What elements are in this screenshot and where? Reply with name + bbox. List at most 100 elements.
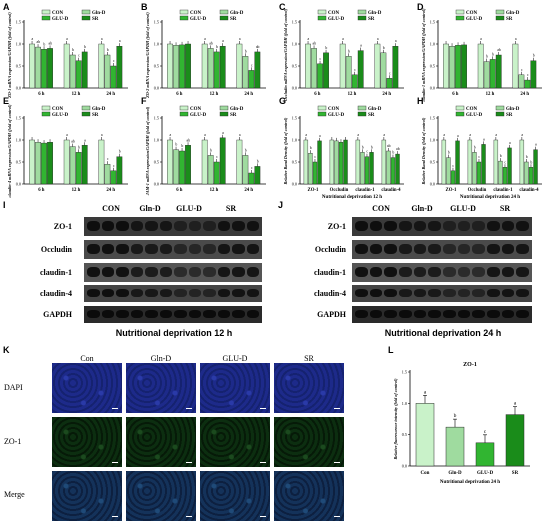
x-label-l: Nutritional deprivation 24 h <box>440 480 500 485</box>
wb-j-group-sr: SR <box>499 204 511 213</box>
legend-label-b-1: Gln-D <box>230 11 244 16</box>
bar-g-1-3 <box>343 139 348 185</box>
sig-d-2-3: b <box>533 54 535 58</box>
chart-a <box>22 9 128 89</box>
bar-c-1-0 <box>339 43 346 89</box>
bar-c-1-1 <box>345 56 352 89</box>
y-tick-label-f-0: 0.0 <box>154 182 159 187</box>
sig-b-1-2: b <box>216 45 218 49</box>
bar-e-2-2 <box>110 170 117 185</box>
sig-h-1-3: a <box>483 137 485 141</box>
bar-f-0-3 <box>185 145 191 185</box>
wb-band <box>369 244 383 254</box>
bar-d-0-0 <box>443 43 449 89</box>
sig-c-2-3: a <box>395 39 397 43</box>
wb-i-row-occludin: Occludin <box>40 245 72 254</box>
legend-label-a-0: CON <box>52 11 64 16</box>
sig-g-3-0: a <box>383 133 385 137</box>
wb-band <box>203 310 216 318</box>
title-l: ZO-1 <box>463 362 477 368</box>
y-tick-label-f-3: 1.5 <box>154 116 159 121</box>
fluorescence-tile-0-0 <box>52 363 122 413</box>
x-tick-label-a-1: 12 h <box>72 92 81 97</box>
fluorescence-tile-1-2 <box>200 417 270 467</box>
x-tick-label-e-2: 24 h <box>106 188 115 193</box>
wb-band <box>130 244 143 254</box>
sig-h-1-0: a <box>469 133 471 137</box>
x-tick-label-h-3: claudin-4 <box>519 188 539 193</box>
if-row-dapi: DAPI <box>4 383 23 392</box>
fluorescence-tile-2-2 <box>200 471 270 521</box>
scale-bar <box>334 462 340 463</box>
sig-c-0-2: c <box>319 57 321 61</box>
x-tick-label-c-1: 12 h <box>348 92 357 97</box>
bar-g-0-1 <box>308 152 313 185</box>
bar-g-0-0 <box>303 139 309 185</box>
wb-band <box>472 310 485 318</box>
y-tick-label-h-3: 1.5 <box>430 116 435 121</box>
wb-j-group-con: CON <box>372 204 390 213</box>
if-col-glnd: Gln-D <box>150 354 172 363</box>
legend-label-e-2: GLU-D <box>52 113 69 118</box>
legend-swatch-e-0 <box>41 105 51 111</box>
scale-bar <box>260 516 266 517</box>
fluorescence-tile-0-2 <box>200 363 270 413</box>
panel-label-a: A <box>3 2 10 12</box>
sig-b-1-1: ab <box>209 41 213 45</box>
bar-f-1-1 <box>207 155 214 185</box>
if-col-sr: SR <box>304 354 314 363</box>
wb-band <box>145 289 158 297</box>
bar-g-1-2 <box>338 141 344 185</box>
sig-g-0-0: a <box>305 133 307 137</box>
fluorescence-tile-2-3 <box>274 471 344 521</box>
bar-h-1-3 <box>481 144 486 185</box>
bar-d-0-1 <box>449 46 455 89</box>
wb-band <box>174 267 187 277</box>
wb-band <box>87 244 100 254</box>
legend-label-e-0: CON <box>52 107 64 112</box>
sig-f-2-2: c <box>251 166 253 170</box>
sig-f-1-1: b <box>210 148 212 152</box>
bar-e-2-3 <box>116 156 123 185</box>
wb-band <box>130 289 143 297</box>
legend-label-a-2: GLU-D <box>52 17 69 22</box>
wb-band <box>217 267 230 277</box>
wb-band <box>232 244 245 254</box>
wb-band <box>217 310 230 318</box>
sig-g-3-1: ab <box>387 144 391 148</box>
legend-swatch-d-0 <box>455 9 465 15</box>
x-label-g: Nutritional deprivation 12 h <box>322 195 382 200</box>
bar-a-2-2 <box>110 65 117 89</box>
fluorescence-tile-1-0 <box>52 417 122 467</box>
scale-bar <box>186 462 192 463</box>
bar-g-0-3 <box>317 140 322 185</box>
wb-i-row-claudin4: claudin-4 <box>39 289 72 298</box>
bar-a-0-2 <box>41 49 47 89</box>
sig-a-0-1: ab <box>37 40 41 44</box>
sig-e-1-1: ab <box>71 140 75 144</box>
chart-b <box>160 9 266 89</box>
sig-e-2-0: a <box>101 133 103 137</box>
sig-c-1-3: a <box>360 44 362 48</box>
wb-band <box>399 289 412 297</box>
fluorescence-tile-0-3 <box>274 363 344 413</box>
wb-band <box>384 289 397 297</box>
wb-band <box>384 310 397 318</box>
wb-band <box>428 310 441 318</box>
wb-band <box>457 310 471 318</box>
legend-label-b-0: CON <box>190 11 202 16</box>
bar-l-0 <box>415 403 435 467</box>
wb-band <box>516 221 529 231</box>
wb-band <box>174 244 187 254</box>
wb-i-caption: Nutritional deprivation 12 h <box>115 328 233 338</box>
x-tick-label-b-1: 12 h <box>210 92 219 97</box>
sig-a-1-1: b <box>72 48 74 52</box>
sig-h-1-2: c <box>478 155 480 159</box>
bar-h-3-0 <box>519 139 525 185</box>
sig-h-2-2: c <box>504 160 506 164</box>
wb-band <box>232 267 245 277</box>
y-tick-label-h-1: 0.5 <box>430 160 435 165</box>
wb-band <box>487 244 500 254</box>
wb-band <box>217 289 230 297</box>
bar-d-2-0 <box>512 43 519 89</box>
